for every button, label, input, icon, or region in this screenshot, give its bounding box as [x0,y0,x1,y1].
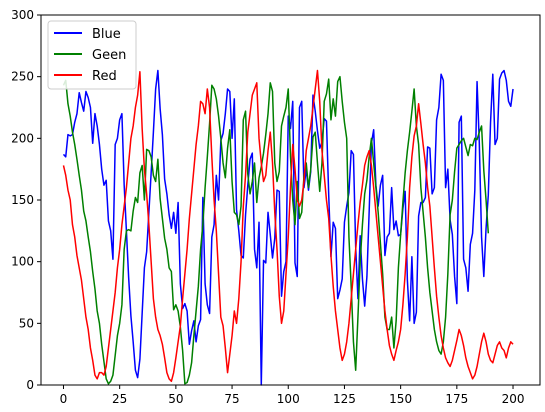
y-tick-label: 300 [11,8,34,22]
x-tick-label: 125 [333,392,356,406]
x-tick-label: 0 [60,392,68,406]
series-line-geen [62,75,490,385]
x-tick-label: 100 [277,392,300,406]
legend-box [47,20,137,90]
x-tick-label: 175 [445,392,468,406]
plot-lines [62,69,514,386]
x-tick-label: 50 [168,392,183,406]
legend: Blue Geen Red [47,20,137,90]
legend-label-blue: Blue [92,27,121,42]
series-line-red [62,69,514,383]
y-tick-label: 250 [11,70,34,84]
legend-label-red: Red [92,69,117,84]
y-tick-label: 150 [11,193,34,207]
y-tick-label: 0 [26,378,34,392]
x-tick-label: 75 [224,392,239,406]
legend-label-geen: Geen [92,48,126,63]
x-tick-label: 25 [112,392,127,406]
x-tick-label: 200 [502,392,525,406]
y-tick-label: 50 [19,316,34,330]
x-axis-ticks: 0 25 50 75 100 125 150 175 200 [60,385,525,406]
x-tick-label: 150 [389,392,412,406]
series-line-blue [62,69,514,386]
y-tick-label: 100 [11,255,34,269]
y-axis-ticks: 0 50 100 150 200 250 300 [11,8,41,392]
y-tick-label: 200 [11,131,34,145]
